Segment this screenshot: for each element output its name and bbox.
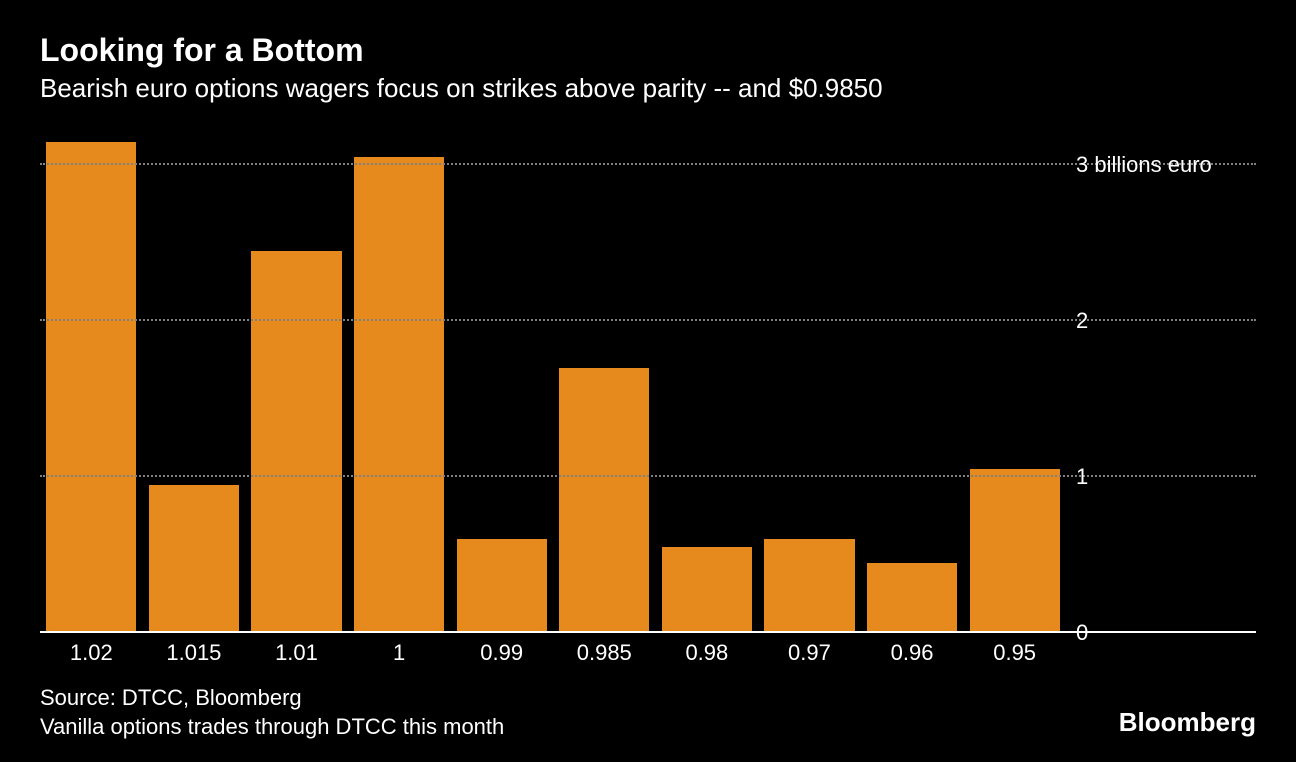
bars-group: [40, 134, 1066, 633]
bar: [149, 485, 239, 633]
y-tick-label: 3 billions euro: [1076, 152, 1212, 178]
bar-slot: [861, 134, 964, 633]
chart-title: Looking for a Bottom: [40, 32, 1256, 69]
bar: [251, 251, 341, 633]
bar-slot: [245, 134, 348, 633]
bar: [457, 539, 547, 632]
y-tick-label: 1: [1076, 464, 1088, 490]
x-tick-label: 0.985: [577, 640, 632, 666]
bar-slot: [553, 134, 656, 633]
bar-slot: [348, 134, 451, 633]
y-tick-label: 0: [1076, 620, 1088, 646]
bar-slot: [656, 134, 759, 633]
bar: [662, 547, 752, 633]
x-tick-label: 1.02: [70, 640, 113, 666]
footer-note: Vanilla options trades through DTCC this…: [40, 712, 504, 742]
y-axis-labels: 0 1 2 3 billions euro: [1066, 134, 1256, 673]
bar: [46, 142, 136, 633]
x-tick-label: 0.97: [788, 640, 831, 666]
bar-slot: [40, 134, 143, 633]
x-label-slot: 1.01: [245, 633, 348, 673]
x-tick-label: 0.98: [685, 640, 728, 666]
bar-slot: [963, 134, 1066, 633]
x-label-slot: 0.95: [963, 633, 1066, 673]
chart-container: Looking for a Bottom Bearish euro option…: [0, 0, 1296, 762]
x-label-slot: 1.02: [40, 633, 143, 673]
x-tick-label: 1.015: [166, 640, 221, 666]
x-label-slot: 0.985: [553, 633, 656, 673]
bar-slot: [450, 134, 553, 633]
x-label-slot: 0.96: [861, 633, 964, 673]
x-label-slot: 0.98: [656, 633, 759, 673]
x-label-slot: 0.97: [758, 633, 861, 673]
plot-region: 1.02 1.015 1.01 1 0.99 0.985 0.98 0.97 0.96 0.95: [40, 134, 1066, 673]
plot-inner: [40, 134, 1066, 633]
chart-area: 1.021.0151.0110.990.9850.980.970.960.95 …: [40, 134, 1256, 673]
bar: [867, 563, 957, 633]
x-tick-label: 0.95: [993, 640, 1036, 666]
chart-footer: Source: DTCC, Bloomberg Vanilla options …: [40, 683, 1256, 742]
x-tick-label: 1.01: [275, 640, 318, 666]
x-label-slot: 1.015: [143, 633, 246, 673]
bar: [970, 469, 1060, 633]
x-tick-label: 1: [393, 640, 405, 666]
x-tick-label: 0.99: [480, 640, 523, 666]
y-tick-label: 2: [1076, 308, 1088, 334]
brand-logo: Bloomberg: [1119, 707, 1256, 742]
x-label-slot: 1: [348, 633, 451, 673]
bar: [764, 539, 854, 632]
bar-slot: [143, 134, 246, 633]
bar: [354, 157, 444, 632]
chart-subtitle: Bearish euro options wagers focus on str…: [40, 73, 1256, 104]
x-label-slot: 0.99: [450, 633, 553, 673]
bar-slot: [758, 134, 861, 633]
footer-left: Source: DTCC, Bloomberg Vanilla options …: [40, 683, 504, 742]
x-tick-label: 0.96: [891, 640, 934, 666]
source-text: Source: DTCC, Bloomberg: [40, 683, 504, 713]
bar: [559, 368, 649, 633]
x-axis-labels: 1.02 1.015 1.01 1 0.99 0.985 0.98 0.97 0.96 0.95: [40, 633, 1066, 673]
